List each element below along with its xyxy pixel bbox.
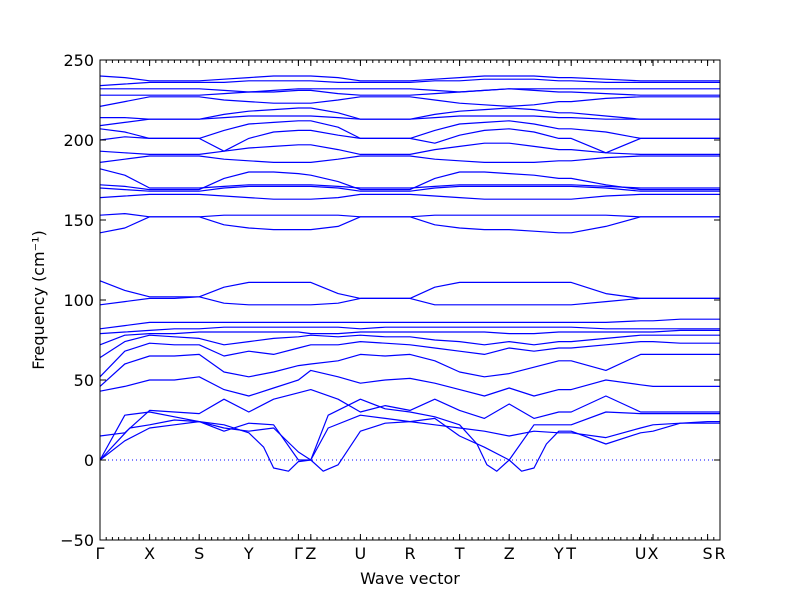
band-line [99,341,720,378]
x-axis-label: Wave vector [360,569,460,588]
x-tick-label: Γ [294,544,303,563]
band-line [99,96,720,108]
band-line [99,168,720,189]
band-line [99,213,720,218]
band-line [99,193,720,200]
x-tick-label: Y [243,544,254,563]
x-tick-label: S [703,544,713,563]
y-tick-label: 50 [74,371,94,390]
y-tick-label: 100 [63,291,94,310]
band-line [100,88,720,93]
band-line [99,326,720,335]
y-axis-ticks: −50 0 50 100 150 200 250 [60,51,720,550]
x-tick-label: Y [553,544,564,563]
band-line [99,280,720,306]
band-line [99,398,720,472]
x-tick-label: U [635,544,647,563]
x-tick-label: R [404,544,415,563]
x-tick-label: T [565,544,576,563]
x-tick-label: X [144,544,155,563]
band-line [99,369,720,397]
x-tick-label: S [194,544,204,563]
y-tick-label: 250 [63,51,94,70]
band-line [99,185,720,192]
band-line [99,78,720,87]
y-tick-label: −50 [60,531,94,550]
x-tick-label: Z [504,544,515,563]
y-axis-label: Frequency (cm⁻¹) [29,230,48,369]
band-line [99,329,720,346]
band-line [100,88,720,96]
band-line [100,107,720,120]
x-tick-label: U [355,544,367,563]
band-line [99,334,720,359]
band-line [99,120,720,139]
plot-frame [99,59,721,541]
band-lines [99,75,720,472]
band-line [99,389,720,437]
y-tick-label: 150 [63,211,94,230]
band-line [99,142,720,155]
x-tick-label: R [714,544,725,563]
x-tick-label: Γ [96,544,105,563]
band-line [99,155,720,163]
band-line [99,75,720,82]
x-tick-label: T [454,544,465,563]
x-tick-label: Z [305,544,316,563]
band-line [99,353,720,387]
x-tick-label: X [648,544,659,563]
band-line [99,411,720,472]
y-tick-label: 0 [84,451,94,470]
y-tick-label: 200 [63,131,94,150]
band-line [99,318,720,330]
